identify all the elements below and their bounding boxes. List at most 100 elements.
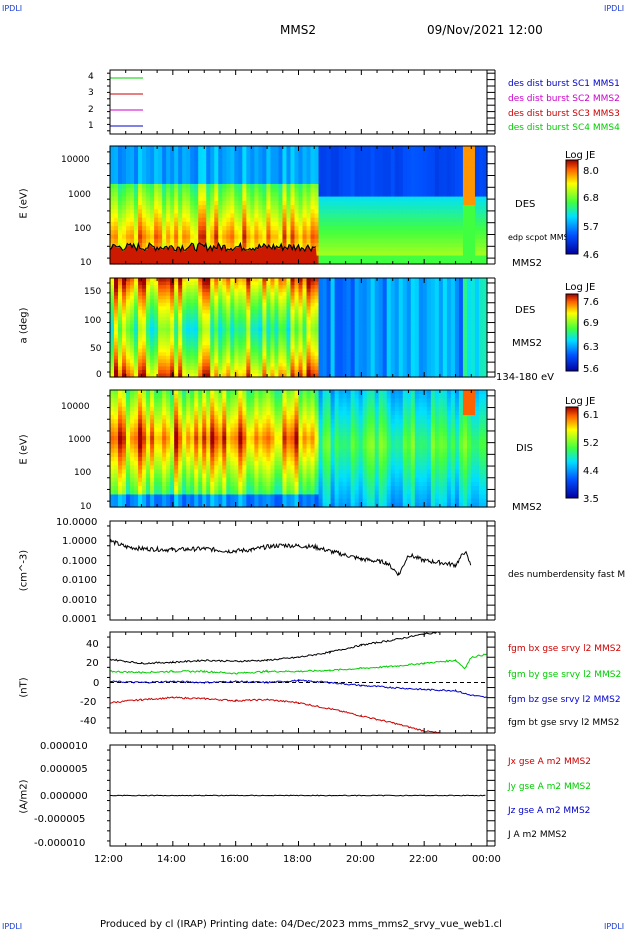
spectrogram-cell (122, 158, 127, 164)
spectrogram-cell (182, 205, 187, 210)
spectrogram-cell (454, 205, 460, 210)
spectrogram-cell (310, 345, 316, 350)
spectrogram-cell (166, 292, 171, 297)
spectrogram-cell (186, 281, 191, 286)
spectrogram-cell (474, 154, 480, 160)
spectrogram-cell (422, 150, 428, 156)
spectrogram-cell (310, 338, 316, 343)
spectrogram-cell (226, 295, 231, 300)
spectrogram-cell (430, 278, 436, 283)
spectrogram-cell (150, 292, 155, 297)
spectrogram-cell (250, 146, 255, 151)
spectrogram-cell (378, 167, 384, 172)
spectrogram-cell (482, 158, 488, 164)
spectrogram-cell (378, 200, 384, 206)
spectrogram-cell (334, 247, 340, 252)
spectrogram-cell (342, 217, 348, 223)
spectrogram-cell (118, 338, 123, 343)
spectrogram-cell (198, 175, 203, 181)
spectrogram-cell (218, 205, 223, 210)
spectrogram-cell (298, 188, 304, 193)
spectrogram-cell (414, 196, 420, 202)
spectrogram-cell (230, 150, 235, 156)
spectrogram-cell (358, 205, 364, 210)
spectrogram-cell (142, 320, 147, 325)
spectrogram-cell (230, 167, 235, 172)
spectrogram-cell (254, 320, 259, 325)
spectrogram-cell (322, 205, 328, 210)
spectrogram-cell (398, 171, 404, 177)
spectrogram-cell (382, 238, 388, 244)
spectrogram-cell (250, 158, 255, 164)
spectrogram-cell (282, 196, 288, 202)
spectrogram-cell (322, 359, 328, 364)
spectrogram-cell (366, 323, 372, 329)
spectrogram-cell (254, 226, 259, 231)
spectrogram-cell (334, 217, 340, 223)
spectrogram-cell (146, 281, 151, 286)
spectrogram-cell (286, 348, 292, 353)
spectrogram-cell (114, 242, 119, 248)
spectrogram-cell (286, 238, 292, 244)
spectrogram-cell (222, 285, 227, 290)
spectrogram-cell (414, 359, 420, 364)
spectrogram-cell (462, 188, 468, 193)
spectrogram-cell (170, 192, 175, 198)
spectrogram-cell (294, 355, 300, 360)
spectrogram-cell (186, 345, 191, 350)
spectrogram-cell (258, 179, 263, 185)
spectrogram-cell (418, 285, 424, 290)
spectrogram-cell (374, 154, 380, 160)
spectrogram-cell (266, 295, 272, 300)
spectrogram-cell (466, 154, 472, 160)
spectrogram-cell (206, 196, 211, 202)
spectrogram-cell (462, 226, 468, 231)
spectrogram-cell (286, 352, 292, 357)
spectrogram-cell (218, 292, 223, 297)
spectrogram-cell (290, 352, 296, 357)
spectrogram-cell (350, 175, 356, 181)
spectrogram-cell (398, 338, 404, 343)
spectrogram-cell (418, 146, 424, 151)
spectrogram-cell (418, 369, 424, 375)
spectrogram-cell (226, 362, 231, 367)
spectrogram-cell (294, 288, 300, 293)
spectrogram-cell (422, 299, 428, 304)
spectrogram-cell (286, 338, 292, 343)
spectrogram-cell (342, 359, 348, 364)
spectrogram-cell (242, 359, 247, 364)
spectrogram-cell (250, 323, 255, 329)
spectrogram-cell (338, 217, 344, 223)
spectrogram-cell (134, 334, 139, 339)
spectrogram-cell (330, 242, 336, 248)
spectrogram-cell (406, 316, 412, 322)
spectrogram-cell (126, 369, 131, 375)
spectrogram-cell (262, 217, 268, 223)
spectrogram-cell (390, 200, 396, 206)
spectrogram-cell (122, 188, 127, 193)
spectrogram-cell (450, 238, 456, 244)
spectrogram-cell (438, 167, 444, 172)
spectrogram-cell (314, 338, 320, 343)
spectrogram-cell (358, 295, 364, 300)
spectrogram-cell (422, 306, 428, 311)
spectrogram-cell (170, 205, 175, 210)
spectrogram-cell (266, 316, 272, 322)
spectrogram-cell (350, 154, 356, 160)
spectrogram-cell (466, 162, 472, 168)
spectrogram-cell (182, 200, 187, 206)
spectrogram-cell (270, 285, 276, 290)
spectrogram-cell (366, 299, 372, 304)
spectrogram-cell (114, 196, 119, 202)
spectrogram-cell (126, 238, 131, 244)
spectrogram-cell (358, 167, 364, 172)
spectrogram-cell (122, 355, 127, 360)
spectrogram-cell (262, 213, 268, 219)
spectrogram-cell (122, 281, 127, 286)
spectrogram-cell (386, 352, 392, 357)
spectrogram-cell (154, 299, 159, 304)
spectrogram-cell (138, 373, 143, 378)
spectrogram-cell (398, 309, 404, 314)
spectrogram-cell (458, 247, 464, 252)
spectrogram-cell (274, 369, 280, 375)
